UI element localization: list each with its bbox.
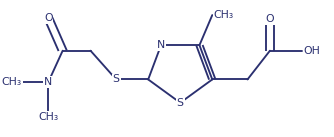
Text: N: N [44, 77, 52, 87]
Text: N: N [157, 40, 165, 50]
Text: O: O [266, 14, 274, 24]
Text: CH₃: CH₃ [38, 112, 58, 122]
Text: S: S [177, 98, 184, 108]
Text: CH₃: CH₃ [214, 10, 234, 20]
Text: OH: OH [304, 46, 320, 56]
Text: CH₃: CH₃ [2, 77, 22, 87]
Text: S: S [113, 75, 120, 84]
Text: O: O [44, 13, 52, 23]
